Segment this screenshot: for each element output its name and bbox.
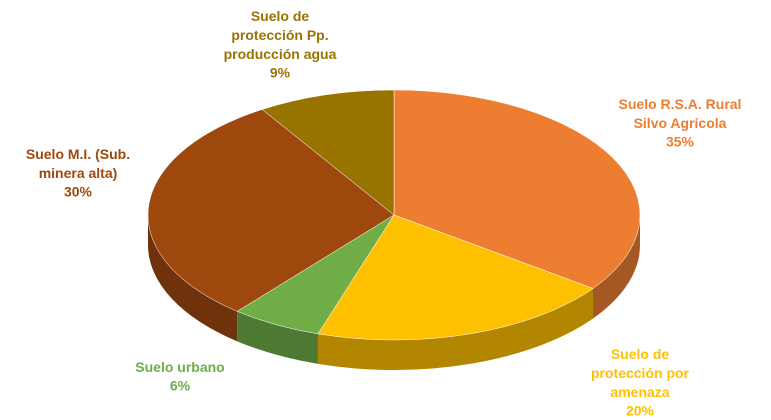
data-label: Suelo de protección por amenaza	[591, 346, 690, 400]
pie-sides	[148, 215, 640, 370]
value-label: 30%	[64, 184, 93, 200]
value-label: 35%	[666, 134, 695, 150]
slice-side	[237, 311, 318, 364]
label-line: Silvo Agrícola	[634, 115, 727, 131]
slice-side	[593, 215, 640, 319]
label-line: amenaza	[610, 384, 669, 400]
value-label: 6%	[170, 378, 191, 394]
data-label: Suelo urbano	[135, 359, 224, 375]
label-line: Suelo de	[611, 346, 670, 362]
value-label: 20%	[626, 403, 655, 419]
pie-tops	[147, 89, 641, 341]
slice	[317, 214, 594, 341]
data-label: Suelo R.S.A. Rural Silvo Agrícola	[619, 96, 742, 131]
label-line: protección Pp.	[231, 27, 328, 43]
slice	[147, 109, 395, 312]
value-label: 9%	[270, 65, 291, 81]
label-line: producción agua	[224, 46, 337, 62]
label-line: Suelo urbano	[135, 359, 224, 375]
label-line: protección por	[591, 365, 690, 381]
data-label: Suelo de protección Pp. producción agua	[224, 8, 337, 62]
label-line: minera alta)	[39, 165, 118, 181]
slice	[261, 89, 395, 216]
slice-side	[148, 215, 238, 342]
label-line: Suelo R.S.A. Rural	[619, 96, 742, 112]
data-label: Suelo M.I. (Sub. minera alta)	[26, 146, 130, 181]
label-line: Suelo M.I. (Sub.	[26, 146, 130, 162]
slice-side	[317, 288, 594, 370]
slice	[393, 89, 641, 289]
label-line: Suelo de	[251, 8, 310, 24]
